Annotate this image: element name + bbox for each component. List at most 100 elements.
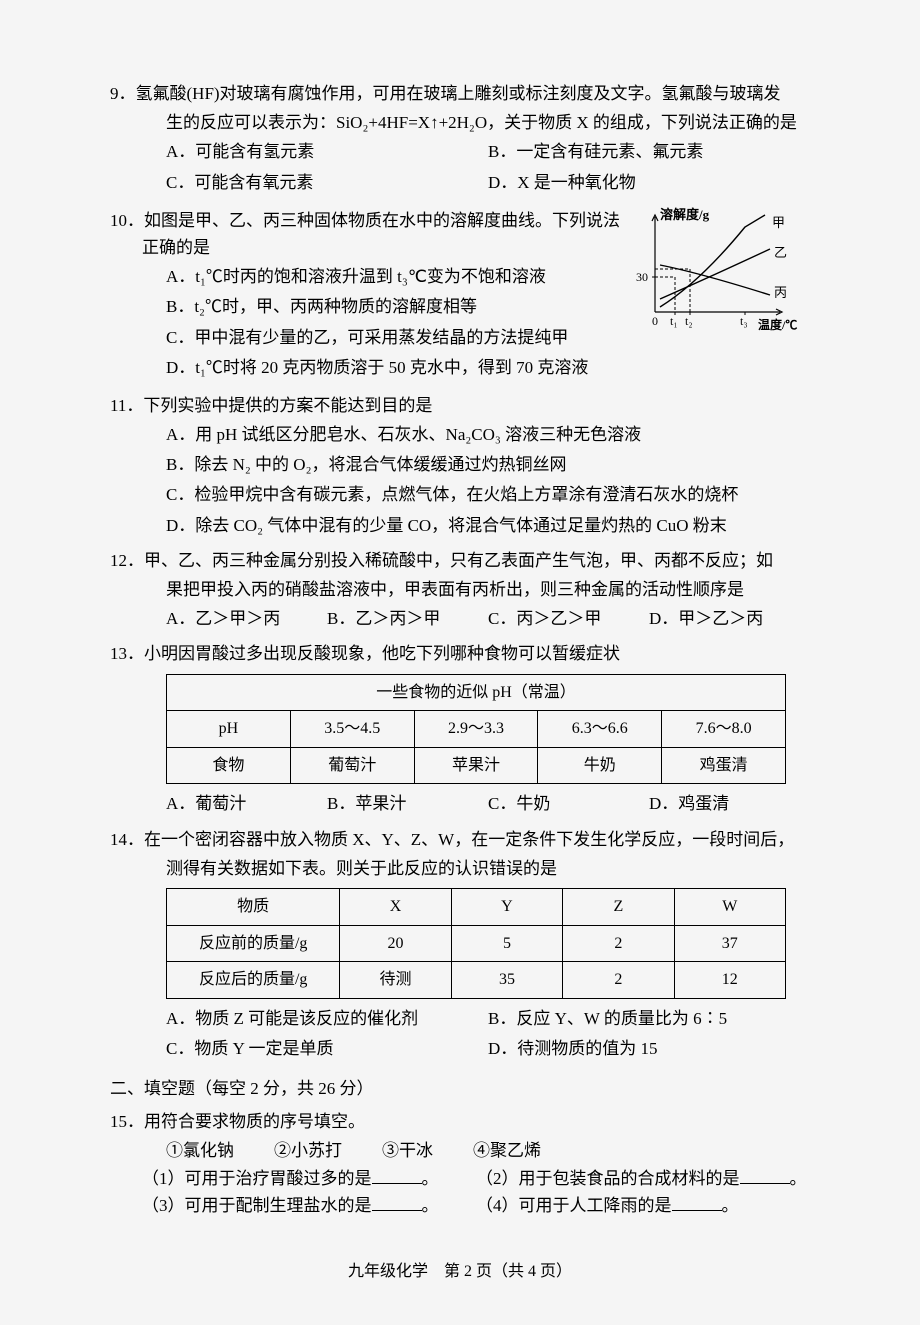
solubility-chart: 30 0 t₁ t₂ t₃ 溶解度/g 甲 xyxy=(630,207,810,384)
q12-options: A．乙＞甲＞丙 B．乙＞丙＞甲 C．丙＞乙＞甲 D．甲＞乙＞丙 xyxy=(110,605,810,632)
q14-r1c1: 20 xyxy=(340,925,451,962)
svg-text:0: 0 xyxy=(652,314,658,328)
q10-options: A．t₁℃时丙的饱和溶液升温到 t₃℃变为不饱和溶液 B．t₂℃时，甲、丙两种物… xyxy=(110,263,630,381)
q10-optA: A．t₁℃时丙的饱和溶液升温到 t₃℃变为不饱和溶液 xyxy=(166,263,630,290)
q15-item1: ①氯化钠 xyxy=(166,1137,234,1164)
q13-line1: 13．小明因胃酸过多出现反酸现象，他吃下列哪种食物可以暂缓症状 xyxy=(110,640,810,667)
q14-r2c3: 2 xyxy=(563,962,674,999)
q13-r1c1: 3.5～4.5 xyxy=(290,711,414,748)
q9-optB: B．一定含有硅元素、氟元素 xyxy=(488,138,810,165)
svg-text:t₂: t₂ xyxy=(685,314,693,328)
q9-line1: 9．氢氟酸(HF)对玻璃有腐蚀作用，可用在玻璃上雕刻或标注刻度及文字。氢氟酸与玻… xyxy=(110,80,810,107)
q14-optB: B．反应 Y、W 的质量比为 6∶5 xyxy=(488,1005,810,1032)
q10-optB: B．t₂℃时，甲、丙两种物质的溶解度相等 xyxy=(166,293,630,320)
q14-table: 物质 X Y Z W 反应前的质量/g 20 5 2 37 反应后的质量/g 待… xyxy=(166,888,786,999)
svg-text:乙: 乙 xyxy=(774,245,787,260)
question-9: 9．氢氟酸(HF)对玻璃有腐蚀作用，可用在玻璃上雕刻或标注刻度及文字。氢氟酸与玻… xyxy=(110,80,810,199)
q15-item4: ④聚乙烯 xyxy=(473,1137,541,1164)
q12-optD: D．甲＞乙＞丙 xyxy=(649,605,810,632)
q13-r1c3: 6.3～6.6 xyxy=(538,711,662,748)
q14-h1: X xyxy=(340,888,451,925)
question-10: 10．如图是甲、乙、丙三种固体物质在水中的溶解度曲线。下列说法正确的是 A．t₁… xyxy=(110,207,810,384)
q14-line1: 14．在一个密闭容器中放入物质 X、Y、Z、W，在一定条件下发生化学反应，一段时… xyxy=(110,826,810,853)
q13-optA: A．葡萄汁 xyxy=(166,790,327,817)
q11-options: A．用 pH 试纸区分肥皂水、石灰水、Na₂CO₃ 溶液三种无色溶液 B．除去 … xyxy=(110,421,810,539)
q13-r1c0: pH xyxy=(167,711,291,748)
q14-h0: 物质 xyxy=(167,888,340,925)
q13-r2c1: 葡萄汁 xyxy=(290,747,414,784)
q13-r1c4: 7.6～8.0 xyxy=(662,711,786,748)
svg-text:t₃: t₃ xyxy=(740,314,748,328)
svg-text:t₁: t₁ xyxy=(670,314,678,328)
q14-r2c2: 35 xyxy=(451,962,562,999)
question-14: 14．在一个密闭容器中放入物质 X、Y、Z、W，在一定条件下发生化学反应，一段时… xyxy=(110,826,810,1066)
q14-r1c2: 5 xyxy=(451,925,562,962)
q15-line1: 15．用符合要求物质的序号填空。 xyxy=(110,1108,810,1135)
svg-text:30: 30 xyxy=(636,270,648,284)
q10-optC: C．甲中混有少量的乙，可采用蒸发结晶的方法提纯甲 xyxy=(166,324,630,351)
q15-item3: ③干冰 xyxy=(382,1137,433,1164)
q14-optC: C．物质 Y 一定是单质 xyxy=(166,1035,488,1062)
q15-items: ①氯化钠 ②小苏打 ③干冰 ④聚乙烯 xyxy=(110,1137,810,1164)
q12-line1: 12．甲、乙、丙三种金属分别投入稀硫酸中，只有乙表面产生气泡，甲、丙都不反应；如 xyxy=(110,547,810,574)
q14-r2c0: 反应后的质量/g xyxy=(167,962,340,999)
q13-options: A．葡萄汁 B．苹果汁 C．牛奶 D．鸡蛋清 xyxy=(110,790,810,817)
q11-optB: B．除去 N₂ 中的 O₂，将混合气体缓缓通过灼热铜丝网 xyxy=(166,451,810,478)
q15-f1: （1）可用于治疗胃酸过多的是。 xyxy=(142,1165,476,1192)
q14-r2c1: 待测 xyxy=(340,962,451,999)
q10-line1: 10．如图是甲、乙、丙三种固体物质在水中的溶解度曲线。下列说法正确的是 xyxy=(110,207,630,261)
q15-f3: （3）可用于配制生理盐水的是。 xyxy=(142,1192,476,1219)
q13-r2c2: 苹果汁 xyxy=(414,747,538,784)
q13-optD: D．鸡蛋清 xyxy=(649,790,810,817)
q11-optD: D．除去 CO₂ 气体中混有的少量 CO，将混合气体通过足量灼热的 CuO 粉末 xyxy=(166,512,810,539)
q15-f2: （2）用于包装食品的合成材料的是。 xyxy=(476,1165,810,1192)
q15-row1: （1）可用于治疗胃酸过多的是。 （2）用于包装食品的合成材料的是。 xyxy=(110,1165,810,1192)
q13-table-title: 一些食物的近似 pH（常温） xyxy=(167,674,786,711)
svg-text:丙: 丙 xyxy=(774,285,787,300)
q14-line2: 测得有关数据如下表。则关于此反应的认识错误的是 xyxy=(110,855,810,882)
q10-optD: D．t₁℃时将 20 克丙物质溶于 50 克水中，得到 70 克溶液 xyxy=(166,354,630,381)
q9-options: A．可能含有氢元素 B．一定含有硅元素、氟元素 C．可能含有氧元素 D．X 是一… xyxy=(110,138,810,198)
q9-optD: D．X 是一种氧化物 xyxy=(488,169,810,196)
q14-options: A．物质 Z 可能是该反应的催化剂 B．反应 Y、W 的质量比为 6∶5 C．物… xyxy=(110,1005,810,1065)
q12-optC: C．丙＞乙＞甲 xyxy=(488,605,649,632)
q12-optB: B．乙＞丙＞甲 xyxy=(327,605,488,632)
page-footer: 九年级化学 第 2 页（共 4 页） xyxy=(110,1259,810,1285)
q14-h2: Y xyxy=(451,888,562,925)
q13-r2c4: 鸡蛋清 xyxy=(662,747,786,784)
q14-r2c4: 12 xyxy=(674,962,785,999)
q14-r1c3: 2 xyxy=(563,925,674,962)
q15-item2: ②小苏打 xyxy=(274,1137,342,1164)
q14-optA: A．物质 Z 可能是该反应的催化剂 xyxy=(166,1005,488,1032)
q14-h3: Z xyxy=(563,888,674,925)
q11-line1: 11．下列实验中提供的方案不能达到目的是 xyxy=(110,392,810,419)
q11-optA: A．用 pH 试纸区分肥皂水、石灰水、Na₂CO₃ 溶液三种无色溶液 xyxy=(166,421,810,448)
question-11: 11．下列实验中提供的方案不能达到目的是 A．用 pH 试纸区分肥皂水、石灰水、… xyxy=(110,392,810,539)
svg-text:溶解度/g: 溶解度/g xyxy=(660,207,710,222)
q12-line2: 果把甲投入丙的硝酸盐溶液中，甲表面有丙析出，则三种金属的活动性顺序是 xyxy=(110,576,810,603)
q13-table: 一些食物的近似 pH（常温） pH 3.5～4.5 2.9～3.3 6.3～6.… xyxy=(166,674,786,785)
q13-r2c0: 食物 xyxy=(167,747,291,784)
question-15: 15．用符合要求物质的序号填空。 ①氯化钠 ②小苏打 ③干冰 ④聚乙烯 （1）可… xyxy=(110,1108,810,1219)
svg-text:温度/℃: 温度/℃ xyxy=(758,317,797,332)
q9-optA: A．可能含有氢元素 xyxy=(166,138,488,165)
q15-row2: （3）可用于配制生理盐水的是。 （4）可用于人工降雨的是。 xyxy=(110,1192,810,1219)
q14-r1c0: 反应前的质量/g xyxy=(167,925,340,962)
q14-h4: W xyxy=(674,888,785,925)
q14-r1c4: 37 xyxy=(674,925,785,962)
q12-optA: A．乙＞甲＞丙 xyxy=(166,605,327,632)
chart-svg: 30 0 t₁ t₂ t₃ 溶解度/g 甲 xyxy=(630,207,800,337)
q9-optC: C．可能含有氧元素 xyxy=(166,169,488,196)
q13-r1c2: 2.9～3.3 xyxy=(414,711,538,748)
q13-r2c3: 牛奶 xyxy=(538,747,662,784)
q15-f4: （4）可用于人工降雨的是。 xyxy=(476,1192,810,1219)
section2-title: 二、填空题（每空 2 分，共 26 分） xyxy=(110,1075,810,1102)
q13-optB: B．苹果汁 xyxy=(327,790,488,817)
q14-optD: D．待测物质的值为 15 xyxy=(488,1035,810,1062)
question-13: 13．小明因胃酸过多出现反酸现象，他吃下列哪种食物可以暂缓症状 一些食物的近似 … xyxy=(110,640,810,817)
q9-line2: 生的反应可以表示为：SiO₂+4HF=X↑+2H₂O，关于物质 X 的组成，下列… xyxy=(110,109,810,136)
svg-text:甲: 甲 xyxy=(772,215,785,230)
q13-optC: C．牛奶 xyxy=(488,790,649,817)
question-12: 12．甲、乙、丙三种金属分别投入稀硫酸中，只有乙表面产生气泡，甲、丙都不反应；如… xyxy=(110,547,810,633)
q11-optC: C．检验甲烷中含有碳元素，点燃气体，在火焰上方罩涂有澄清石灰水的烧杯 xyxy=(166,481,810,508)
